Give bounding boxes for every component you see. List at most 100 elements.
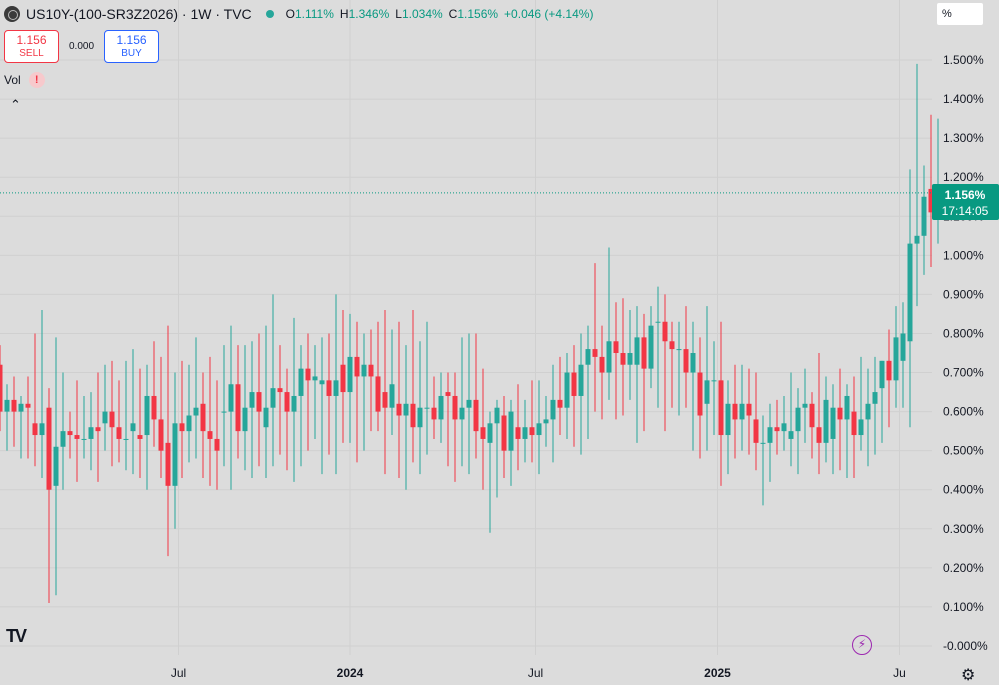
candle-body: [613, 341, 619, 353]
candle-body: [25, 403, 31, 408]
candle: [641, 313, 647, 432]
candle: [718, 321, 724, 486]
candle-body: [536, 423, 542, 436]
candle: [445, 372, 451, 467]
candle-body: [515, 427, 521, 439]
symbol-title[interactable]: US10Y-(100-SR3Z2026) · 1W · TVC: [26, 6, 252, 22]
candle-body: [74, 435, 80, 439]
candle: [606, 247, 612, 400]
candle: [326, 333, 332, 455]
y-tick-label: 1.300%: [943, 131, 984, 145]
candle-body: [123, 438, 129, 440]
candle: [564, 353, 570, 439]
candle-body: [95, 427, 101, 432]
candle-body: [634, 337, 640, 365]
candle: [67, 411, 73, 459]
flash-icon[interactable]: ⚡: [852, 635, 872, 655]
volume-indicator-legend[interactable]: Vol !: [4, 72, 45, 88]
y-tick-label: 0.400%: [943, 483, 984, 497]
candle-body: [410, 403, 416, 428]
price-axis[interactable]: 1.500%1.400%1.300%1.200%1.100%1.000%0.90…: [943, 53, 988, 653]
candle-body: [368, 364, 374, 377]
candle: [319, 337, 325, 475]
candle-body: [522, 427, 528, 439]
candle-body: [725, 403, 731, 436]
collapse-legend-icon[interactable]: ⌃: [10, 97, 21, 112]
candle-body: [326, 380, 332, 396]
candle-body: [865, 403, 871, 420]
candle-body: [172, 423, 178, 486]
candle-body: [88, 427, 94, 439]
warning-icon[interactable]: !: [28, 72, 45, 88]
candle: [4, 384, 10, 451]
candle-body: [0, 364, 3, 412]
candle-body: [858, 419, 864, 436]
candle-body: [774, 427, 780, 432]
trade-panel: 1.156 SELL 0.000 1.156 BUY: [4, 30, 160, 63]
candle: [109, 360, 115, 467]
candle-body: [424, 407, 430, 409]
candle: [865, 368, 871, 467]
candle: [858, 356, 864, 451]
candle: [529, 380, 535, 463]
candle-body: [599, 356, 605, 373]
buy-price: 1.156: [116, 32, 147, 47]
candle-body: [550, 399, 556, 420]
candle: [438, 372, 444, 443]
candle-body: [683, 349, 689, 373]
gear-icon[interactable]: ⚙: [961, 667, 976, 684]
ohlc-open: O1.111%: [285, 7, 334, 21]
candle-body: [900, 333, 906, 361]
buy-button[interactable]: 1.156 BUY: [104, 30, 160, 63]
candle-body: [585, 349, 591, 365]
buy-label: BUY: [121, 47, 142, 59]
y-tick-label: 1.000%: [943, 248, 984, 262]
candle-body: [81, 438, 87, 440]
candle: [634, 306, 640, 443]
candle: [53, 337, 59, 596]
candle: [235, 345, 241, 459]
sell-button[interactable]: 1.156 SELL: [4, 30, 59, 63]
time-axis[interactable]: Jul 2024 Jul 2025 Ju: [171, 666, 906, 680]
candle-body: [893, 337, 899, 381]
candle: [95, 372, 101, 482]
candle-body: [403, 403, 409, 416]
y-tick-label: 0.900%: [943, 287, 984, 301]
candle-body: [872, 392, 878, 404]
candle-body: [851, 411, 857, 436]
candle-body: [697, 372, 703, 416]
candle-body: [18, 403, 24, 412]
tradingview-logo-icon[interactable]: TV: [6, 626, 27, 646]
candle: [872, 356, 878, 455]
chart-legend: US10Y-(100-SR3Z2026) · 1W · TVC O1.111% …: [4, 4, 593, 24]
candle: [207, 356, 213, 486]
candle: [11, 376, 17, 447]
y-tick-label: 0.600%: [943, 405, 984, 419]
candle: [760, 415, 766, 506]
candle-body: [466, 399, 472, 408]
candle-body: [473, 399, 479, 432]
candle-body: [844, 395, 850, 420]
candle-body: [284, 392, 290, 412]
candle: [396, 321, 402, 479]
candle-body: [830, 407, 836, 439]
candle-body: [592, 349, 598, 357]
percent-scale-toggle[interactable]: %: [937, 3, 983, 25]
candle: [179, 360, 185, 479]
x-tick-label: 2025: [704, 666, 731, 680]
candle-body: [487, 423, 493, 443]
candle-body: [732, 403, 738, 420]
ohlc-change: +0.046 (+4.14%): [504, 7, 594, 21]
candle: [774, 399, 780, 455]
candle-body: [361, 364, 367, 377]
candle: [151, 341, 157, 447]
candle: [298, 345, 304, 467]
spread-value: 0.000: [69, 41, 95, 52]
candle-body: [291, 395, 297, 412]
candle-body: [60, 431, 66, 447]
x-tick-label: 2024: [337, 666, 364, 680]
candle: [270, 294, 276, 467]
candle-body: [508, 411, 514, 451]
candle-body: [116, 427, 122, 439]
